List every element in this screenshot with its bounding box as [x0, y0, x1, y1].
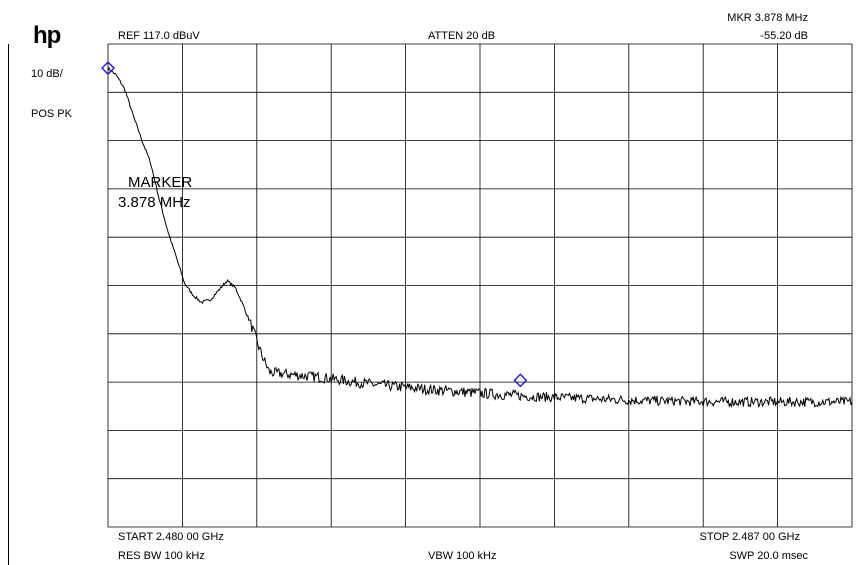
hp-logo: hp [33, 22, 61, 49]
spectrum-trace [107, 66, 853, 409]
attenuation: ATTEN 20 dB [428, 30, 496, 42]
sweep-time: SWP 20.0 msec [729, 550, 808, 562]
marker-frequency: MKR 3.878 MHz [727, 12, 808, 24]
detector-mode: POS PK [31, 108, 72, 120]
marker-annotation-frequency: 3.878 MHz [118, 194, 191, 211]
active-marker-icon [513, 373, 528, 388]
start-frequency: START 2.480 00 GHz [118, 531, 224, 543]
stop-frequency: STOP 2.487 00 GHz [699, 531, 800, 543]
reference-marker-icon [101, 61, 115, 76]
video-bandwidth: VBW 100 kHz [428, 550, 497, 562]
marker-group [101, 61, 528, 388]
plot-grid [107, 43, 853, 528]
marker-level: -55.20 dB [760, 30, 808, 42]
marker-annotation-label: MARKER [128, 174, 192, 191]
resolution-bandwidth: RES BW 100 kHz [118, 550, 205, 562]
reference-level: REF 117.0 dBuV [118, 30, 200, 42]
scale-per-division: 10 dB/ [31, 68, 63, 80]
left-border-line [8, 44, 9, 565]
